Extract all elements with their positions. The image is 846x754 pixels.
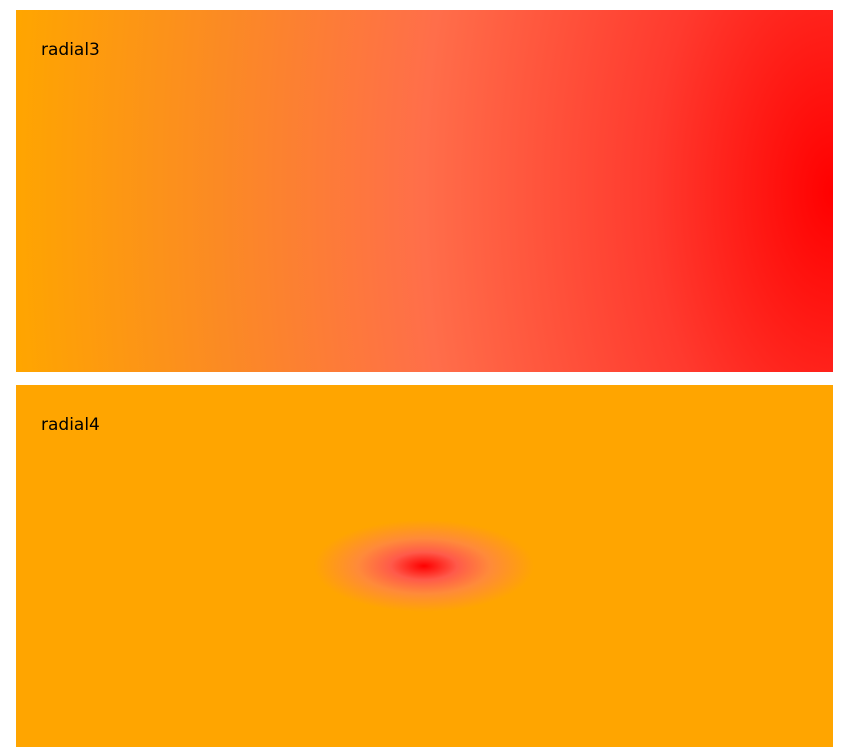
radial3-label: radial3 xyxy=(41,40,100,60)
radial4-gradient-panel: radial4 xyxy=(16,385,833,747)
radial3-gradient-panel: radial3 xyxy=(16,10,833,372)
radial4-label: radial4 xyxy=(41,415,100,435)
